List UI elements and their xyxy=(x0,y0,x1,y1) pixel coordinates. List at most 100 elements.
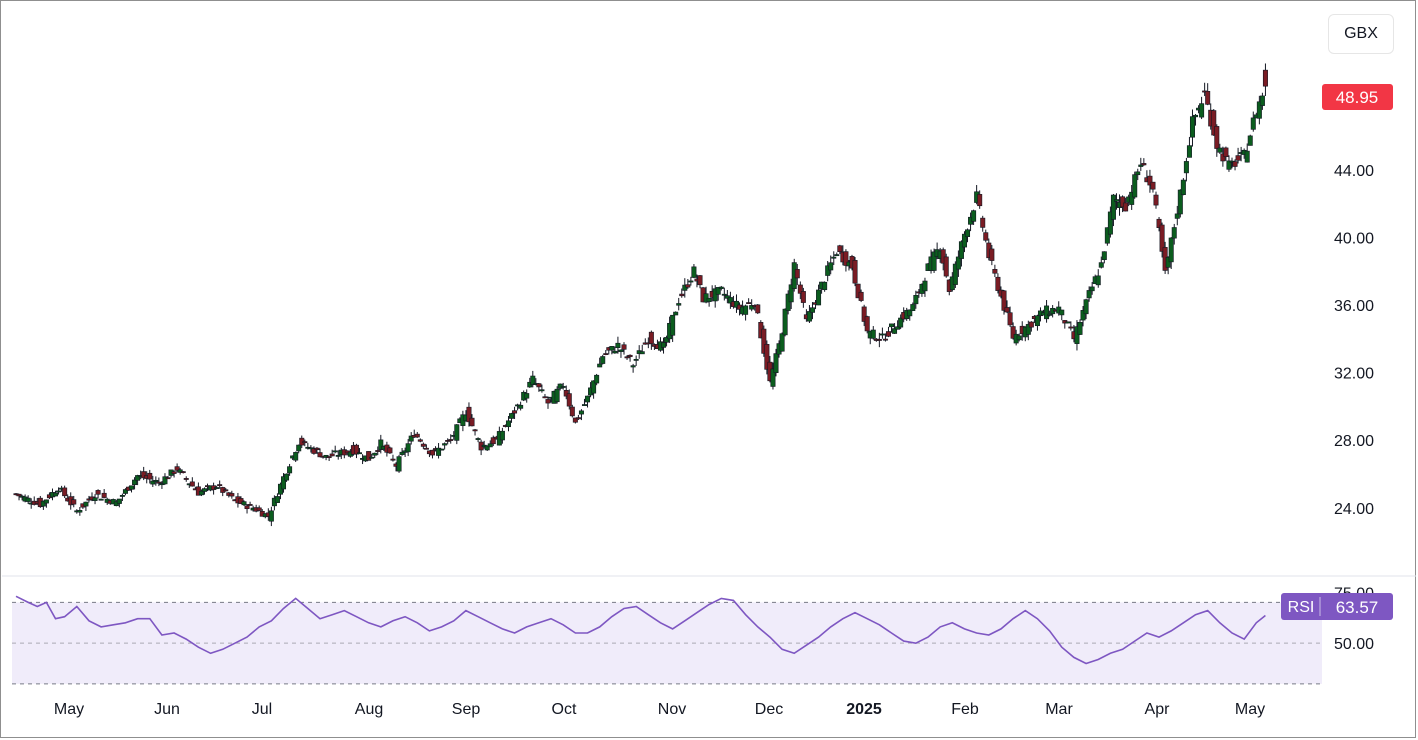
candle xyxy=(375,446,381,456)
candle xyxy=(852,257,858,287)
candle xyxy=(484,445,490,452)
candle xyxy=(542,393,548,399)
candle xyxy=(743,304,749,321)
candle xyxy=(189,477,195,487)
candle xyxy=(670,314,676,342)
candle xyxy=(1189,109,1195,147)
candle xyxy=(895,320,901,330)
candle xyxy=(256,505,262,511)
candle xyxy=(980,215,986,232)
candle xyxy=(396,454,402,473)
candle xyxy=(712,285,718,308)
candle xyxy=(119,493,125,501)
candle xyxy=(806,305,812,323)
candle xyxy=(223,488,229,492)
candle xyxy=(1168,237,1174,270)
candle xyxy=(977,190,983,209)
candle xyxy=(77,507,83,516)
candle xyxy=(147,469,153,484)
candle xyxy=(718,285,724,291)
candle xyxy=(594,373,600,386)
candle xyxy=(171,470,177,478)
candle xyxy=(864,315,870,334)
candle xyxy=(612,346,618,354)
candle xyxy=(797,281,803,300)
candle xyxy=(1256,95,1262,125)
candle xyxy=(156,477,162,487)
time-axis-tick: Jul xyxy=(252,701,272,718)
candle xyxy=(268,506,274,527)
candle xyxy=(302,439,308,447)
candle xyxy=(1110,193,1116,227)
candle xyxy=(724,290,730,304)
candle xyxy=(1034,314,1040,331)
candle xyxy=(727,291,733,309)
candle xyxy=(566,389,572,410)
candle xyxy=(1259,92,1265,110)
time-axis-tick: Aug xyxy=(355,701,383,718)
candle xyxy=(892,323,898,334)
currency-button[interactable]: GBX xyxy=(1328,14,1394,54)
candle xyxy=(296,444,302,454)
candle xyxy=(983,229,989,243)
candle xyxy=(882,333,888,342)
time-axis-tick: Mar xyxy=(1045,701,1073,718)
candle xyxy=(369,453,375,459)
candle xyxy=(116,498,122,508)
candle xyxy=(1214,124,1220,157)
candle xyxy=(831,251,837,266)
candle xyxy=(287,463,293,476)
candle xyxy=(879,327,885,339)
candle xyxy=(995,273,1001,294)
candle xyxy=(770,362,776,390)
candle xyxy=(922,277,928,297)
rsi-axis-tick: 50.00 xyxy=(1334,636,1374,653)
candle xyxy=(469,414,475,427)
candle xyxy=(1186,136,1192,158)
candle xyxy=(591,380,597,399)
candle xyxy=(585,395,591,408)
candle xyxy=(952,261,958,288)
time-axis-tick: May xyxy=(54,701,84,718)
candle xyxy=(961,231,967,253)
candle xyxy=(597,357,603,368)
candle xyxy=(794,263,800,286)
candle xyxy=(855,283,861,299)
candle xyxy=(95,489,101,499)
candle xyxy=(578,409,584,421)
candle xyxy=(1135,168,1141,181)
candle xyxy=(241,500,247,507)
candle xyxy=(220,486,226,497)
candle xyxy=(1074,320,1080,351)
candle xyxy=(420,442,426,450)
candle xyxy=(150,475,156,487)
rsi-line xyxy=(15,595,1266,665)
candle xyxy=(1183,157,1189,182)
candle xyxy=(779,332,785,352)
candle xyxy=(958,240,964,267)
candle xyxy=(101,489,107,499)
candle xyxy=(816,284,822,306)
candle xyxy=(536,382,542,392)
time-axis-tick: Apr xyxy=(1145,701,1171,718)
candle xyxy=(898,314,904,330)
candle xyxy=(1001,289,1007,315)
candle xyxy=(141,466,147,481)
candle xyxy=(785,290,791,315)
candle xyxy=(697,275,703,289)
candle xyxy=(679,288,685,298)
candle xyxy=(16,493,22,501)
price-axis-tick: 24.00 xyxy=(1334,501,1374,518)
candle xyxy=(825,261,831,282)
candle xyxy=(943,253,949,278)
candle xyxy=(53,490,59,497)
candle xyxy=(408,432,414,445)
candle xyxy=(834,252,840,257)
candle xyxy=(870,326,876,340)
candle xyxy=(1232,159,1238,171)
candle xyxy=(478,439,484,456)
candle xyxy=(560,382,566,390)
candle xyxy=(1180,178,1186,196)
candle xyxy=(454,424,460,445)
